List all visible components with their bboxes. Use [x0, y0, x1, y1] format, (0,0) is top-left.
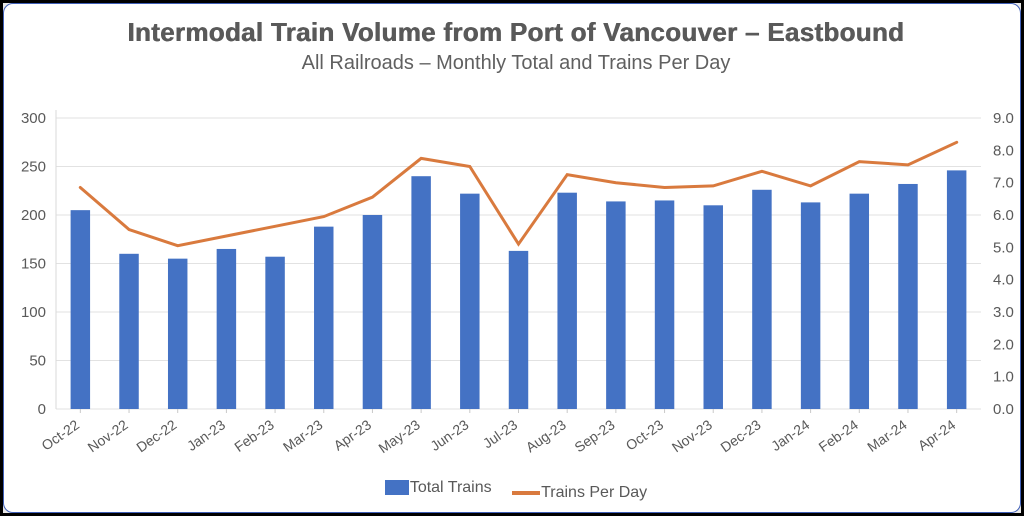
svg-text:Jul-23: Jul-23 [480, 416, 521, 451]
svg-text:100: 100 [21, 304, 46, 321]
svg-text:50: 50 [29, 353, 46, 370]
svg-text:250: 250 [21, 159, 46, 176]
svg-text:Nov-22: Nov-22 [85, 416, 131, 455]
svg-text:0: 0 [38, 401, 46, 418]
svg-text:3.0: 3.0 [993, 304, 1014, 321]
svg-text:6.0: 6.0 [993, 207, 1014, 224]
svg-text:Feb-24: Feb-24 [815, 416, 861, 455]
svg-text:Apr-23: Apr-23 [331, 416, 375, 453]
svg-text:Mar-24: Mar-24 [864, 416, 910, 455]
svg-text:Jun-23: Jun-23 [427, 416, 471, 454]
svg-text:May-23: May-23 [375, 416, 423, 456]
svg-text:Apr-24: Apr-24 [915, 416, 959, 453]
svg-text:200: 200 [21, 207, 46, 224]
svg-text:150: 150 [21, 256, 46, 273]
svg-text:7.0: 7.0 [993, 175, 1014, 192]
svg-text:Dec-23: Dec-23 [717, 416, 763, 455]
svg-text:Jan-23: Jan-23 [184, 416, 228, 454]
svg-text:Dec-22: Dec-22 [133, 416, 179, 455]
svg-text:Sep-23: Sep-23 [571, 416, 617, 455]
svg-text:300: 300 [21, 110, 46, 127]
svg-text:Nov-23: Nov-23 [669, 416, 715, 455]
svg-text:Oct-23: Oct-23 [623, 416, 667, 453]
svg-text:9.0: 9.0 [993, 110, 1014, 127]
svg-text:Feb-23: Feb-23 [231, 416, 277, 455]
svg-text:0.0: 0.0 [993, 401, 1014, 418]
svg-text:Mar-23: Mar-23 [280, 416, 326, 455]
svg-text:1.0: 1.0 [993, 369, 1014, 386]
svg-text:2.0: 2.0 [993, 336, 1014, 353]
svg-text:4.0: 4.0 [993, 272, 1014, 289]
svg-text:Oct-22: Oct-22 [38, 416, 82, 453]
svg-text:8.0: 8.0 [993, 142, 1014, 159]
svg-text:Aug-23: Aug-23 [523, 416, 569, 455]
svg-text:5.0: 5.0 [993, 239, 1014, 256]
svg-text:Jan-24: Jan-24 [768, 416, 812, 454]
